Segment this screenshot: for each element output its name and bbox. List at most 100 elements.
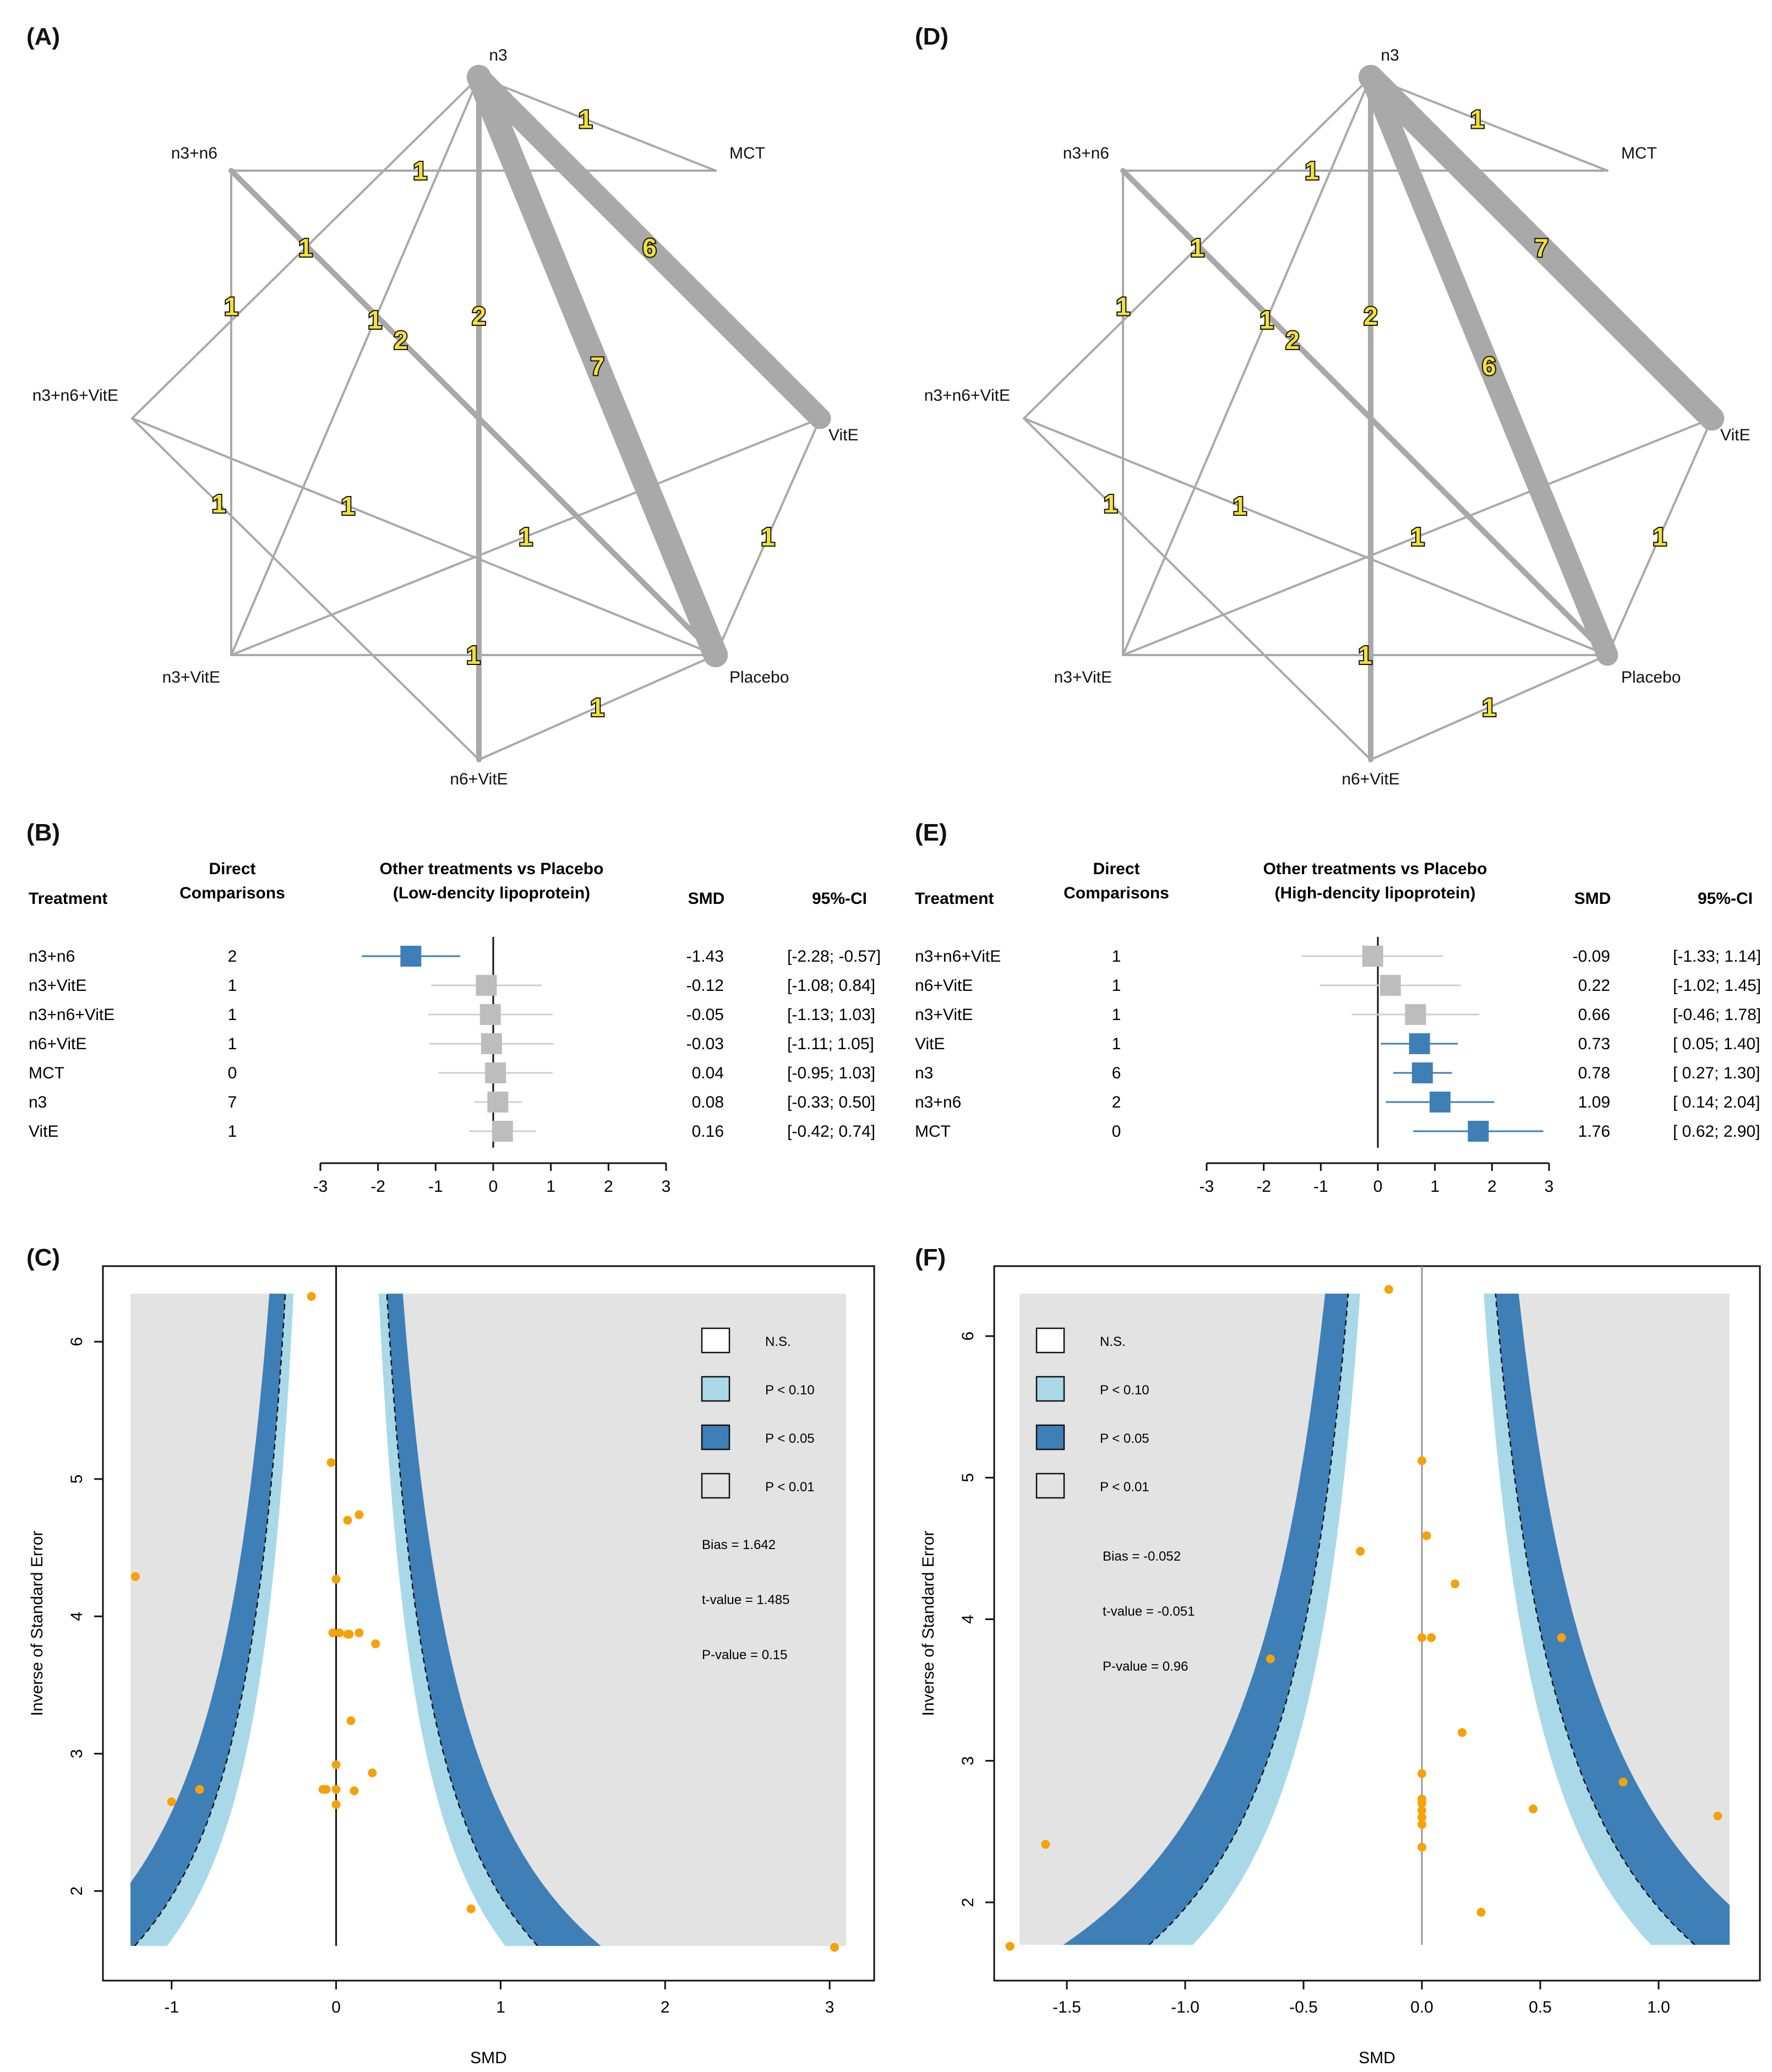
x-tick-label: 1 — [1430, 1177, 1440, 1196]
node-label: n3+VitE — [1054, 668, 1112, 686]
network-edge — [715, 417, 821, 656]
row-treatment: n3+n6 — [915, 1093, 961, 1111]
panel-label-e: (E) — [915, 819, 947, 846]
x-axis-label: SMD — [470, 2049, 507, 2067]
x-tick-label: -2 — [370, 1177, 385, 1196]
edge-count-label: 2 — [1364, 302, 1378, 330]
edge-count-label: 1 — [1116, 292, 1130, 320]
y-tick-label: 4 — [959, 1615, 977, 1624]
row-ci: [ 0.27; 1.30] — [1673, 1064, 1760, 1082]
row-direct: 2 — [1112, 1093, 1121, 1111]
x-axis-label: SMD — [1359, 2049, 1395, 2067]
study-point — [368, 1768, 377, 1777]
edge-count-label: 1 — [1260, 306, 1274, 334]
funnel-regions — [1019, 1294, 1730, 1945]
row-treatment: n3+n6+VitE — [915, 947, 1001, 966]
legend-label: N.S. — [1100, 1334, 1126, 1349]
row-ci: [-0.33; 0.50] — [787, 1093, 875, 1111]
x-tick-label: -2 — [1256, 1177, 1271, 1196]
row-smd: 0.73 — [1578, 1035, 1610, 1053]
study-point — [1266, 1654, 1275, 1664]
panel-e: (E) Treatment Direct Comparisons Other trea… — [892, 809, 1772, 1228]
row-ci: [-0.46; 1.78] — [1673, 1006, 1761, 1024]
y-tick-label: 3 — [68, 1749, 86, 1758]
node-label: MCT — [1621, 144, 1657, 162]
x-tick-label: 3 — [1545, 1177, 1554, 1196]
network-edge — [230, 76, 480, 656]
x-tick-label: 2 — [604, 1177, 613, 1196]
region-p05 — [130, 1294, 286, 1946]
study-point — [343, 1515, 352, 1525]
y-tick-label: 5 — [68, 1474, 86, 1484]
header-treatment: Treatment — [915, 890, 994, 908]
point-estimate — [492, 1121, 513, 1142]
study-point — [1529, 1804, 1538, 1814]
edge-count-label: 1 — [579, 105, 593, 134]
study-point — [1384, 1285, 1393, 1294]
study-point — [1451, 1579, 1460, 1589]
row-ci: [-2.28; -0.57] — [787, 947, 881, 966]
row-ci: [-1.13; 1.03] — [787, 1006, 875, 1024]
node-label: MCT — [729, 144, 765, 162]
x-tick-label: -1.5 — [1053, 1998, 1081, 2016]
study-point — [1417, 1456, 1426, 1465]
edge-count-label: 1 — [212, 489, 226, 518]
x-tick-label: -3 — [313, 1177, 328, 1196]
panel-label-b: (B) — [26, 819, 61, 846]
panel-label-f: (F) — [915, 1244, 946, 1271]
row-smd: 0.78 — [1578, 1064, 1610, 1082]
row-ci: [-1.02; 1.45] — [1673, 977, 1761, 995]
legend-swatch — [1035, 1376, 1065, 1402]
network-edge — [478, 76, 717, 172]
row-treatment: VitE — [915, 1035, 945, 1053]
point-estimate — [485, 1062, 506, 1083]
funnel-plot-c: N.S. P < 0.10 P < 0.05 P < 0.01 Bias = 1.642… — [28, 1265, 875, 2067]
network-edge — [1023, 417, 1609, 656]
row-direct: 1 — [228, 977, 237, 995]
edge-count-label: 1 — [1104, 489, 1118, 518]
study-point — [331, 1760, 341, 1769]
stat-text: P-value = 0.15 — [702, 1648, 787, 1662]
study-point — [1476, 1907, 1486, 1917]
edge-count-label: 2 — [394, 326, 408, 355]
y-axis-label: Inverse of Standard Error — [28, 1531, 46, 1716]
point-estimate — [487, 1092, 509, 1113]
y-tick-label: 3 — [959, 1756, 977, 1765]
point-estimate — [1362, 946, 1383, 967]
study-point — [1417, 1633, 1426, 1642]
study-point — [1417, 1842, 1426, 1852]
edge-count-label: 1 — [590, 693, 604, 722]
x-tick-label: 0 — [489, 1177, 498, 1196]
legend-label: P < 0.10 — [765, 1383, 815, 1398]
study-point — [466, 1904, 476, 1913]
study-point — [1427, 1633, 1436, 1642]
row-direct: 6 — [1112, 1064, 1121, 1082]
edge-count-label: 1 — [1470, 105, 1485, 134]
point-estimate — [1409, 1033, 1430, 1054]
row-smd: -0.03 — [686, 1035, 724, 1053]
y-tick-label: 2 — [68, 1886, 86, 1896]
x-tick-label: 0 — [1373, 1177, 1383, 1196]
region-ns — [336, 1294, 505, 1946]
point-estimate — [476, 975, 497, 996]
node-label: VitE — [1720, 426, 1750, 444]
point-estimate — [1405, 1004, 1426, 1025]
study-point — [331, 1574, 341, 1584]
point-estimate — [1380, 975, 1401, 996]
row-direct: 1 — [1112, 1035, 1121, 1053]
x-tick-label: -1 — [164, 1998, 179, 2016]
row-smd: 0.22 — [1578, 977, 1610, 995]
edge-count-label: 1 — [413, 156, 427, 185]
edge-count-label: 1 — [1410, 522, 1425, 551]
panel-label-c: (C) — [26, 1244, 61, 1271]
x-tick-label: -0.5 — [1289, 1998, 1318, 2016]
panel-c: (C) N.S. P < 0.10 P < 0.05 P < 0.01 Bias = 1… — [0, 1228, 892, 2072]
region-ns — [167, 1294, 336, 1946]
region-ns — [1422, 1294, 1651, 1945]
row-treatment: n3+VitE — [915, 1006, 973, 1024]
point-estimate — [1429, 1092, 1451, 1113]
row-ci: [-1.11; 1.05] — [787, 1035, 874, 1053]
x-tick-label: 0.0 — [1410, 1998, 1433, 2016]
row-treatment: MCT — [915, 1122, 951, 1141]
